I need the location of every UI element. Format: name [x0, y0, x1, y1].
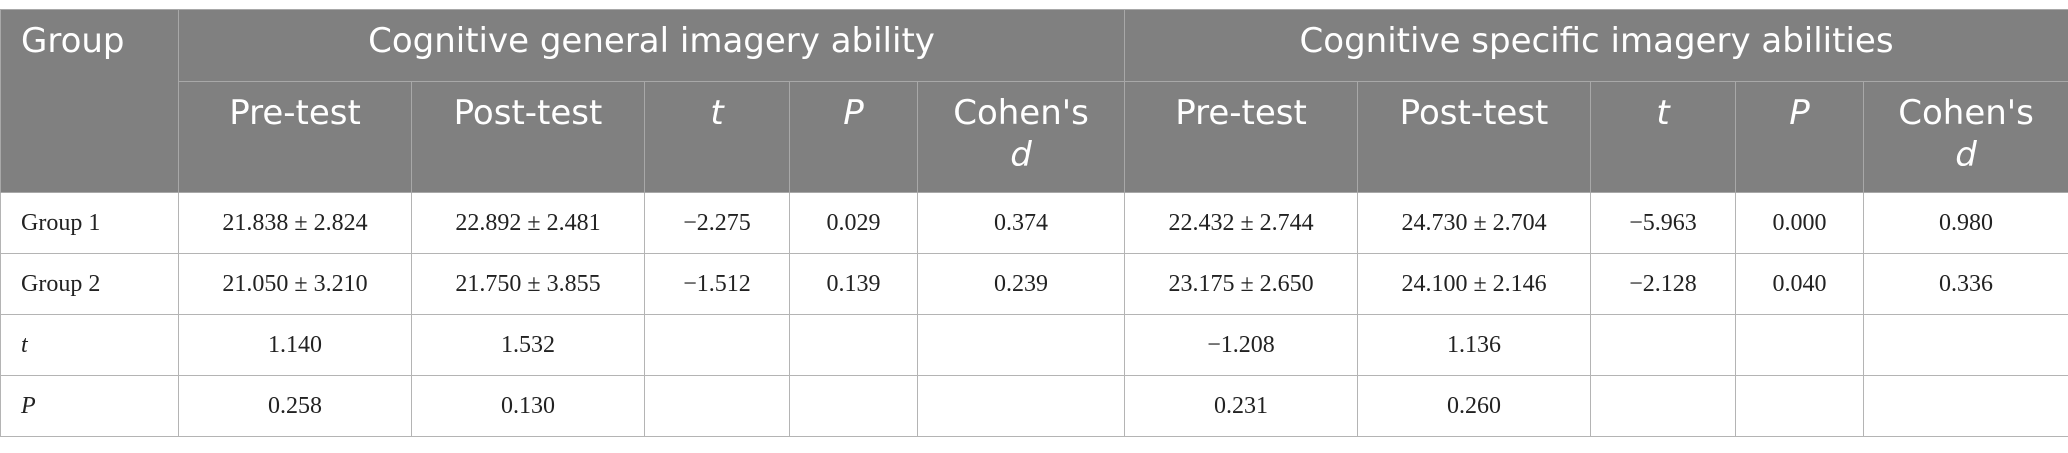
general-d-cell — [916, 314, 1126, 376]
row-label: Group 1 — [0, 192, 179, 254]
general-t-cell — [644, 375, 790, 437]
row-label: Group 2 — [0, 253, 179, 315]
general-cohens-d-header: Cohen's d — [916, 81, 1126, 193]
table-row: Group 1 21.838 ± 2.824 22.892 ± 2.481 −2… — [0, 192, 2068, 254]
general-d-cell — [916, 375, 1126, 437]
header-row-columns: Pre-test Post-test t P Cohen's d Pre-test… — [1, 81, 2068, 193]
specific-d-cell: 0.336 — [1863, 253, 2068, 315]
general-pre-test-header: Pre-test — [178, 81, 412, 193]
cohens-d-symbol: d — [1955, 135, 1977, 175]
general-imagery-section-header: Cognitive general imagery ability — [177, 9, 1126, 82]
general-post-cell: 1.532 — [411, 314, 645, 376]
specific-post-cell: 24.100 ± 2.146 — [1357, 253, 1592, 315]
general-p-cell: 0.139 — [789, 253, 918, 315]
table-header: Group Cognitive general imagery ability … — [0, 9, 2068, 193]
general-post-cell: 21.750 ± 3.855 — [411, 253, 645, 315]
specific-t-cell: −5.963 — [1590, 192, 1737, 254]
table-body: Group 1 21.838 ± 2.824 22.892 ± 2.481 −2… — [0, 192, 2068, 437]
results-table: Group Cognitive general imagery ability … — [0, 9, 2068, 437]
general-t-header: t — [644, 81, 790, 193]
general-pre-cell: 0.258 — [178, 375, 412, 437]
row-label: t — [0, 314, 179, 376]
group-column-header: Group — [0, 9, 179, 193]
specific-d-cell — [1863, 314, 2068, 376]
specific-p-cell — [1735, 314, 1865, 376]
general-post-cell: 0.130 — [411, 375, 645, 437]
general-p-cell — [789, 314, 918, 376]
table-row: Group 2 21.050 ± 3.210 21.750 ± 3.855 −1… — [0, 253, 2068, 315]
specific-t-header: t — [1590, 81, 1737, 193]
specific-d-cell: 0.980 — [1863, 192, 2068, 254]
specific-d-cell — [1863, 375, 2068, 437]
specific-p-header: P — [1735, 81, 1865, 193]
general-p-cell: 0.029 — [789, 192, 918, 254]
specific-post-cell: 1.136 — [1357, 314, 1592, 376]
general-t-cell: −2.275 — [644, 192, 790, 254]
cohens-d-prefix: Cohen's — [1898, 93, 2034, 133]
general-post-cell: 22.892 ± 2.481 — [411, 192, 645, 254]
specific-post-cell: 24.730 ± 2.704 — [1357, 192, 1592, 254]
specific-p-cell: 0.000 — [1735, 192, 1865, 254]
general-t-cell: −1.512 — [644, 253, 790, 315]
table-row: t 1.140 1.532 −1.208 1.136 — [0, 314, 2068, 376]
specific-pre-cell: −1.208 — [1124, 314, 1359, 376]
cohens-d-prefix: Cohen's — [953, 93, 1089, 133]
general-d-cell: 0.374 — [916, 192, 1126, 254]
general-pre-cell: 1.140 — [178, 314, 412, 376]
specific-t-cell — [1590, 375, 1737, 437]
specific-pre-cell: 22.432 ± 2.744 — [1124, 192, 1359, 254]
specific-pre-cell: 23.175 ± 2.650 — [1124, 253, 1359, 315]
specific-pre-cell: 0.231 — [1124, 375, 1359, 437]
header-row-sections: Group Cognitive general imagery ability … — [0, 9, 2068, 193]
general-t-cell — [644, 314, 790, 376]
specific-pre-test-header: Pre-test — [1124, 81, 1359, 193]
specific-t-cell — [1590, 314, 1737, 376]
specific-imagery-section-header: Cognitive specific imagery abilities — [1124, 9, 2068, 82]
specific-p-cell — [1735, 375, 1865, 437]
general-pre-cell: 21.838 ± 2.824 — [178, 192, 412, 254]
specific-cohens-d-header: Cohen's d — [1863, 81, 2068, 193]
specific-t-cell: −2.128 — [1590, 253, 1737, 315]
table-row: P 0.258 0.130 0.231 0.260 — [0, 375, 2068, 437]
general-p-cell — [789, 375, 918, 437]
specific-post-test-header: Post-test — [1357, 81, 1592, 193]
general-pre-cell: 21.050 ± 3.210 — [178, 253, 412, 315]
specific-post-cell: 0.260 — [1357, 375, 1592, 437]
cohens-d-symbol: d — [1010, 135, 1032, 175]
general-post-test-header: Post-test — [411, 81, 645, 193]
specific-p-cell: 0.040 — [1735, 253, 1865, 315]
row-label: P — [0, 375, 179, 437]
general-p-header: P — [789, 81, 918, 193]
general-d-cell: 0.239 — [916, 253, 1126, 315]
